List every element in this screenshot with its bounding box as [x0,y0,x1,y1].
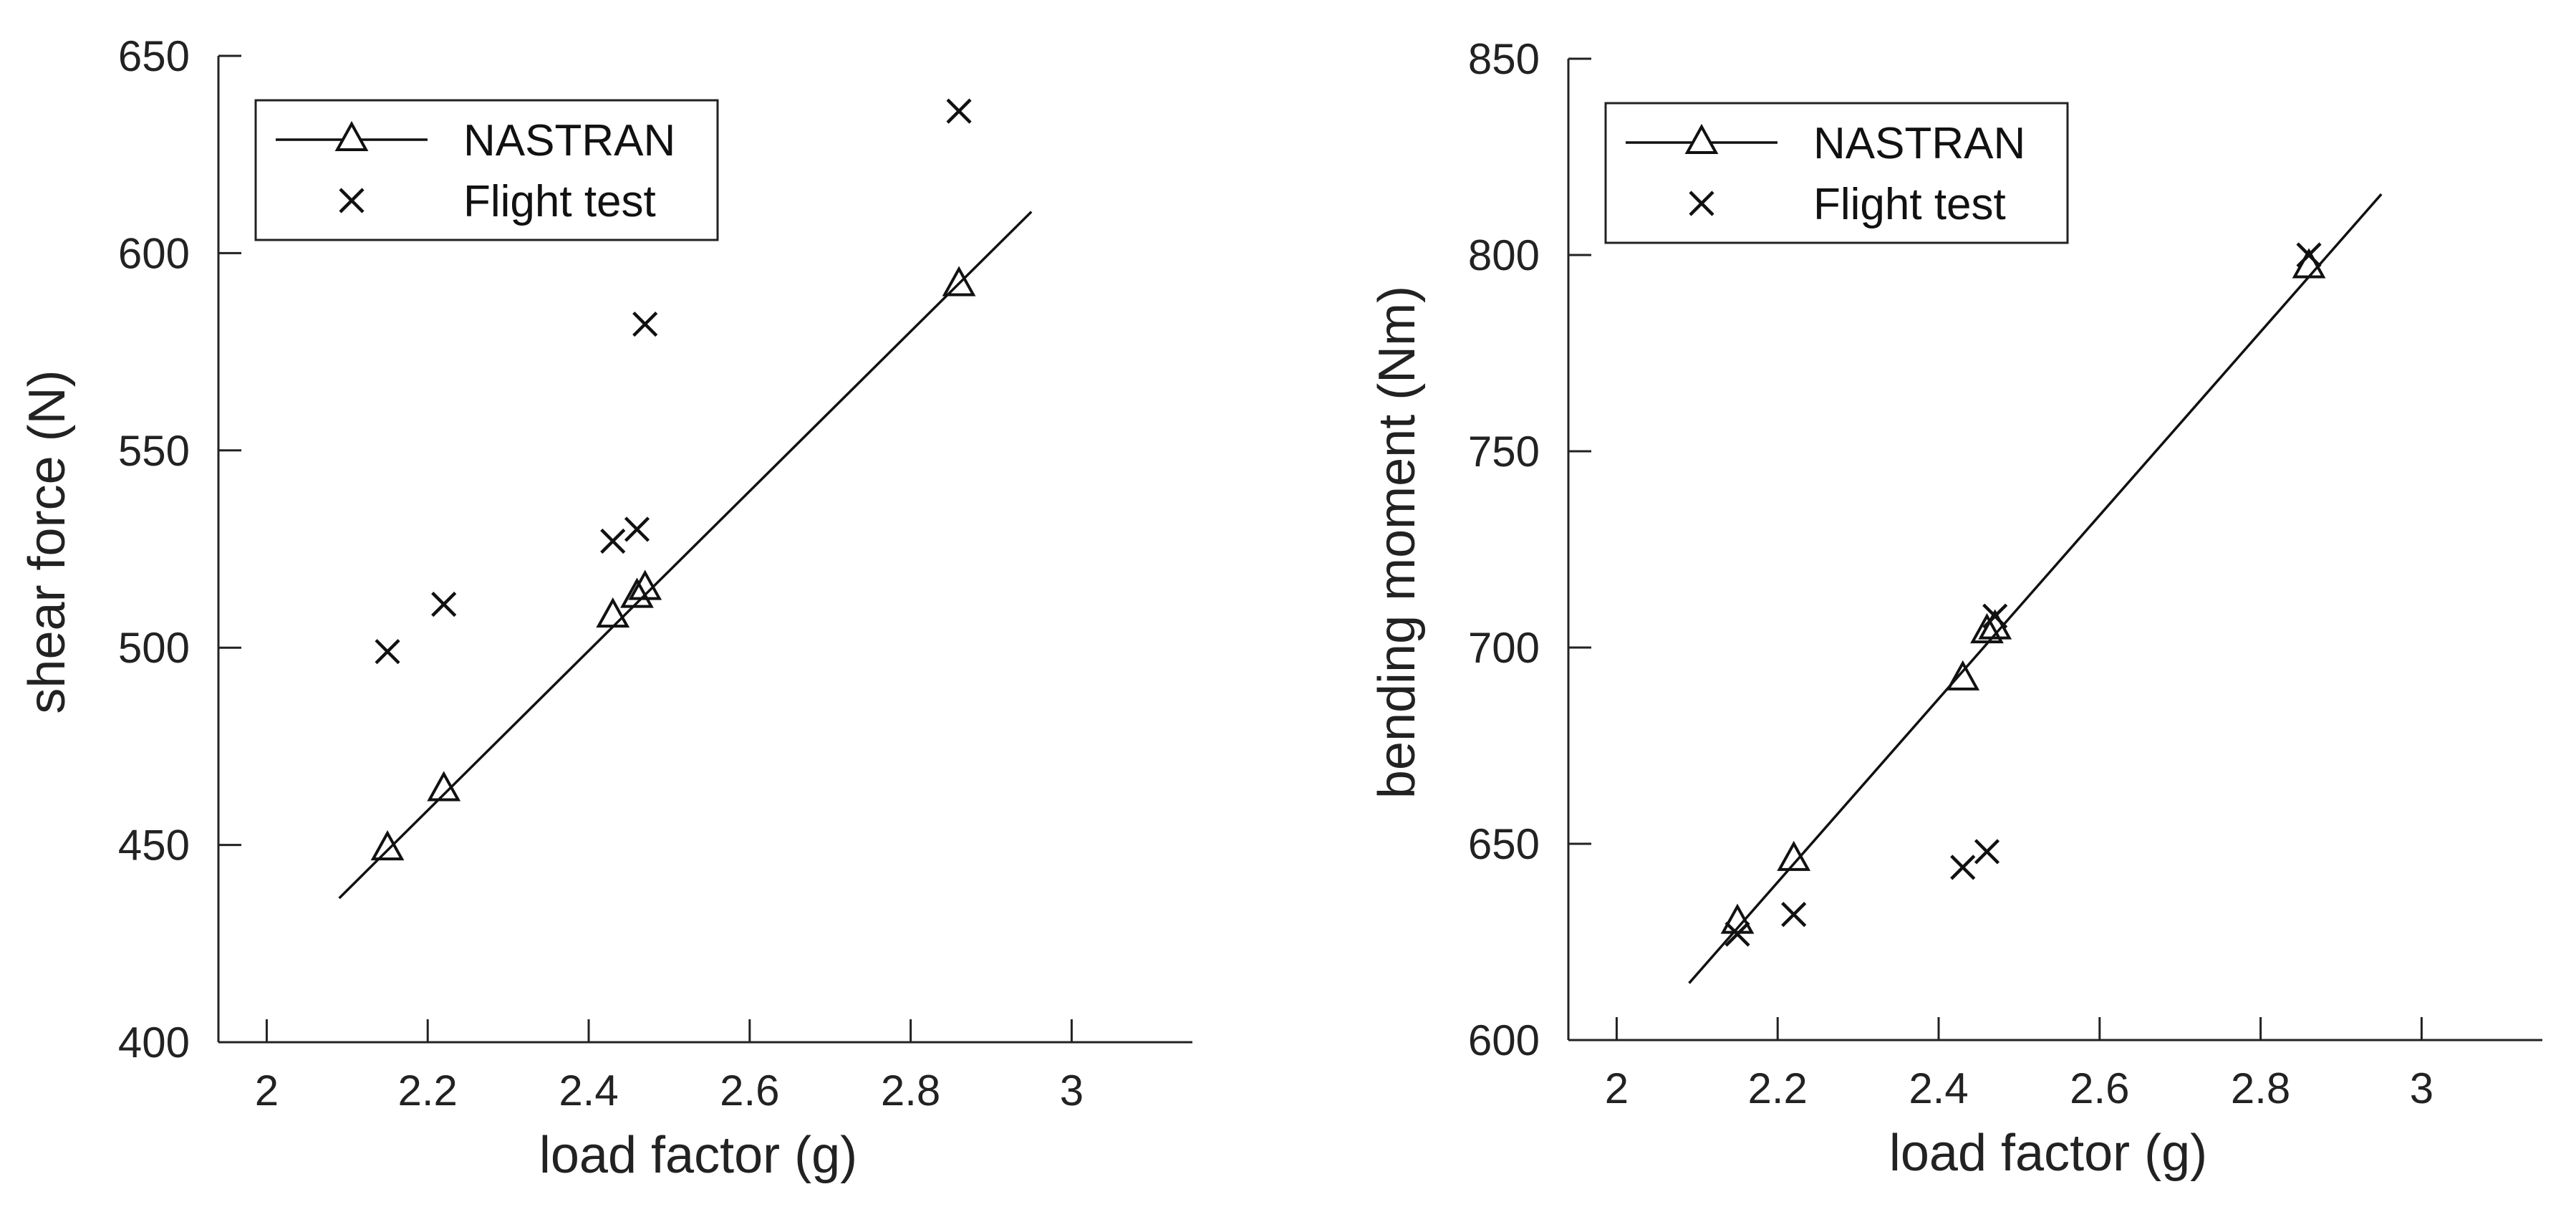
legend-nastran-label: NASTRAN [463,116,675,165]
nastran-triangle-point [427,771,461,802]
flight-test-point [946,98,972,124]
flight-test-point [1724,921,1750,947]
x-tick-label: 2 [1605,1064,1629,1112]
x-axis-label: load factor (g) [1889,1125,2207,1182]
legend: NASTRAN Flight test [254,99,719,241]
legend-triangle-marker [334,120,369,151]
nastran-triangle-point [370,829,405,861]
bending-moment-chart: 2 2.2 2.4 2.6 2.8 3 600 650 700 750 800 850 load fac… [1369,35,2542,1182]
legend-triangle-marker [1684,123,1719,154]
flight-test-point [431,592,457,617]
x-tick-label: 2.8 [881,1067,940,1115]
flight-test-point [375,639,400,665]
x-tick-label: 2.6 [2070,1064,2129,1112]
flight-test-point [624,516,650,542]
legend-x-marker [1689,191,1714,216]
nastran-fit-line [338,211,1033,900]
x-tick-label: 2.2 [1748,1064,1808,1112]
y-tick-label: 550 [118,427,190,475]
nastran-triangle-point [942,266,976,297]
x-tick-label: 3 [1060,1067,1084,1115]
x-tick-label: 2 [255,1067,279,1115]
nastran-triangle-point [1946,660,1980,691]
y-axis-label: bending moment (Nm) [1369,286,1426,799]
y-tick-label: 400 [118,1019,190,1067]
legend: NASTRAN Flight test [1604,102,2069,244]
x-tick-label: 2.4 [1909,1064,1968,1112]
shear-force-chart: 2 2.2 2.4 2.6 2.8 3 400 450 500 550 600 650 load fac… [19,32,1192,1184]
x-tick-label: 2.4 [559,1067,618,1115]
flight-test-point [632,311,658,337]
y-tick-label: 650 [1468,820,1540,868]
y-axis-label: shear force (N) [19,370,76,713]
nastran-triangle-point [620,577,654,608]
legend-nastran-label: NASTRAN [1813,119,2025,168]
flight-test-point [1781,902,1807,928]
nastran-triangle-point [596,597,630,628]
nastran-fit-line [1688,193,2383,984]
legend-flight-test-label: Flight test [463,177,656,226]
y-tick-label: 600 [1468,1016,1540,1064]
y-tick-label: 800 [1468,231,1540,279]
y-tick-label: 450 [118,822,190,870]
nastran-triangle-point [1970,612,2004,644]
y-tick-label: 850 [1468,35,1540,83]
flight-test-point [1950,855,1976,880]
y-tick-label: 600 [118,229,190,277]
y-tick-label: 700 [1468,624,1540,672]
legend-flight-test-label: Flight test [1813,180,2006,229]
x-tick-label: 2.6 [720,1067,779,1115]
nastran-triangle-point [1777,840,1811,871]
x-axis-label: load factor (g) [539,1127,857,1184]
y-tick-label: 500 [118,624,190,672]
flight-test-point [600,528,626,554]
x-tick-label: 2.2 [398,1067,458,1115]
flight-test-point [2296,242,2322,268]
x-tick-label: 3 [2410,1064,2433,1112]
legend-x-marker [339,188,365,213]
flight-test-point [1982,603,2008,629]
x-tick-label: 2.8 [2231,1064,2290,1112]
legend-box [1604,102,2069,244]
y-tick-label: 650 [118,32,190,80]
legend-box [254,99,719,241]
nastran-triangle-point [628,569,662,600]
flight-test-point [1974,839,2000,865]
y-tick-label: 750 [1468,428,1540,476]
